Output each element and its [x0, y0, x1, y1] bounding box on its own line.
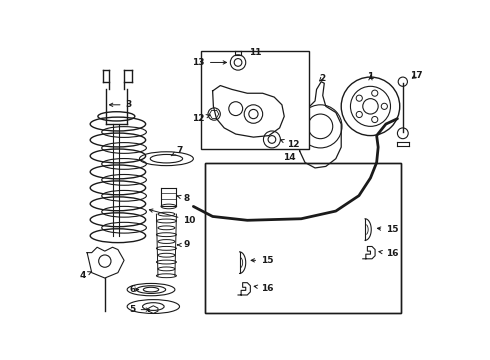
- Text: 7: 7: [171, 147, 183, 156]
- Text: 16: 16: [379, 249, 398, 258]
- Text: 3: 3: [109, 100, 132, 109]
- Text: 9: 9: [177, 240, 190, 249]
- Text: 14: 14: [283, 153, 296, 162]
- Text: 2: 2: [319, 74, 325, 83]
- Text: 16: 16: [254, 284, 273, 293]
- Text: 13: 13: [193, 58, 226, 67]
- Text: 5: 5: [129, 305, 149, 314]
- Text: 12: 12: [281, 139, 300, 149]
- Text: 6: 6: [129, 285, 139, 294]
- Text: 17: 17: [411, 71, 423, 80]
- Text: 1: 1: [368, 72, 373, 81]
- Text: 12: 12: [193, 114, 210, 123]
- Bar: [205, 163, 401, 313]
- Text: 15: 15: [251, 256, 273, 265]
- Text: 8: 8: [177, 194, 190, 203]
- Text: 4: 4: [79, 271, 91, 280]
- Text: 10: 10: [149, 209, 196, 225]
- Bar: [201, 51, 309, 149]
- Text: 11: 11: [249, 48, 261, 57]
- Text: 15: 15: [377, 225, 398, 234]
- Bar: [205, 163, 401, 313]
